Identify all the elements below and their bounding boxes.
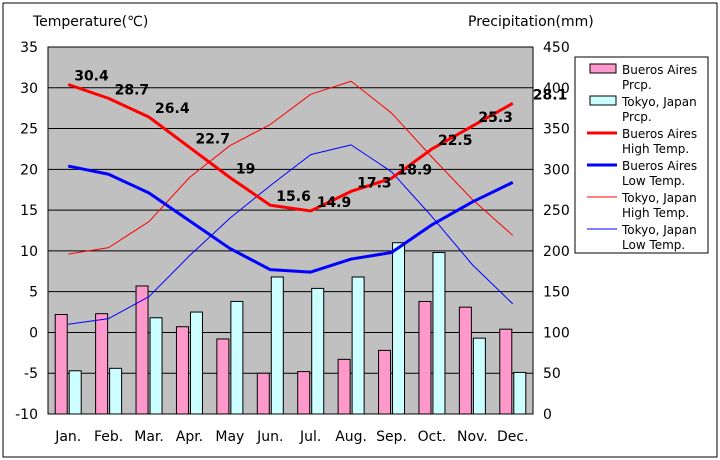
buenos-aires-prcp-bar [54,314,68,415]
x-tick-label: Jul. [299,429,321,445]
high-temp-value-label: 19 [236,161,255,177]
legend-label-line2: High Temp. [622,206,689,220]
buenos-aires-prcp-bar [256,372,270,415]
legend-label-line1: Tokyo, Japan [621,191,697,205]
right-tick-label: 300 [543,162,570,178]
tokyo-prcp-bar [432,252,446,415]
legend-box [574,56,709,254]
legend-label-line1: Bueros Aires [622,63,697,77]
x-tick-label: Apr. [176,429,203,445]
x-tick-label: Jun. [256,429,283,445]
high-temp-value-label: 30.4 [74,69,109,85]
tokyo-japan-low-temp-line [68,144,514,325]
temperature-lines [67,80,514,325]
left-axis-ticks: 35 30 25 20 15 10 5 0 -5 -10 [15,40,38,423]
right-axis-ticks: 450 400 350 300 250 200 150 100 50 0 [543,40,570,423]
buenos-aires-prcp-bar [337,358,351,415]
tokyo-prcp-bar [189,311,203,415]
legend-label-line1: Bueros Aires [622,127,697,141]
buenos-aires-prcp-bar [95,313,109,415]
right-axis-title: Precipitation(mm) [468,14,594,30]
left-tick-label: 10 [20,244,38,260]
right-tick-label: 0 [543,407,552,423]
buenos-aires-prcp-bar [378,349,392,415]
tokyo-prcp-bar [68,370,82,415]
left-tick-label: -10 [15,407,38,423]
high-temp-value-label: 15.6 [276,189,311,205]
plot-border [47,46,534,415]
tokyo-prcp-bar [230,300,244,415]
tokyo-prcp-bar [149,317,163,415]
high-temp-value-label: 22.5 [438,133,473,149]
left-tick-label: 15 [20,203,38,219]
bueros-aires-high-temp-line [67,83,514,213]
legend-label-line2: High Temp. [622,142,689,156]
x-tick-label: Mar. [134,429,164,445]
left-tick-label: -5 [24,366,38,382]
right-tick-label: 200 [543,244,570,260]
left-tick-label: 0 [29,325,38,341]
right-tick-label: 250 [543,203,570,219]
buenos-aires-prcp-bar [418,300,432,415]
high-temp-value-label: 25.3 [478,110,513,126]
x-tick-label: Oct. [418,429,447,445]
x-tick-label: Nov. [457,429,488,445]
right-tick-label: 350 [543,122,570,138]
high-temp-value-label: 14.9 [317,195,352,211]
buenos-aires-prcp-bar [499,328,513,415]
tokyo-prcp-bar [513,371,527,415]
x-axis-ticks: Jan. Feb. Mar. Apr. May Jun. Jul. Aug. Sep. Oct. N… [54,429,528,445]
buenos-aires-prcp-bar [216,338,230,415]
right-tick-label: 450 [543,40,570,56]
tokyo-prcp-bar [351,276,365,415]
right-tick-label: 100 [543,325,570,341]
tokyo-prcp-bar [392,242,406,415]
gridlines [48,87,533,374]
x-tick-label: Dec. [497,429,529,445]
left-tick-label: 30 [20,81,38,97]
left-tick-label: 25 [20,122,38,138]
buenos-aires-prcp-bar [175,326,189,415]
legend-swatch [589,95,617,106]
right-tick-label: 400 [543,81,570,97]
high-temp-value-labels: 30.4 28.7 26.4 22.7 19 15.6 14.9 17.3 18.9 22.5 25… [74,69,567,211]
left-tick-label: 5 [29,285,38,301]
x-tick-label: Feb. [94,429,123,445]
buenos-aires-prcp-bar [458,306,472,415]
tokyo-prcp-bar [109,367,123,415]
tokyo-prcp-bar [472,337,486,415]
x-tick-label: Jan. [54,429,81,445]
x-tick-label: Aug. [335,429,367,445]
high-temp-value-label: 28.7 [115,82,150,98]
tokyo-prcp-bar [311,287,325,415]
legend-label-line1: Tokyo, Japan [621,223,697,237]
left-tick-label: 20 [20,162,38,178]
high-temp-value-label: 17.3 [357,175,392,191]
high-temp-value-label: 18.9 [398,162,433,178]
tokyo-japan-high-temp-line [68,80,514,255]
bueros-aires-low-temp-line [67,164,514,274]
legend-label-line1: Tokyo, Japan [621,95,697,109]
precipitation-bars [54,242,527,415]
right-tick-label: 150 [543,285,570,301]
legend-label-line1: Bueros Aires [622,159,697,173]
high-temp-value-label: 22.7 [195,131,230,147]
x-tick-label: Sep. [376,429,407,445]
left-tick-label: 35 [20,40,38,56]
right-tick-label: 50 [543,366,561,382]
x-tick-label: May [215,429,244,445]
legend-label-line2: Low Temp. [622,238,685,252]
high-temp-value-label: 28.1 [533,87,568,103]
legend-label-line2: Prcp. [622,110,652,124]
high-temp-value-label: 26.4 [155,101,190,117]
legend-label-line2: Low Temp. [622,174,685,188]
tokyo-prcp-bar [270,276,284,415]
left-axis-title: Temperature(℃) [32,14,148,30]
buenos-aires-prcp-bar [135,285,149,415]
legend-swatch [589,63,617,74]
buenos-aires-prcp-bar [297,371,311,415]
legend-label-line2: Prcp. [622,78,652,92]
